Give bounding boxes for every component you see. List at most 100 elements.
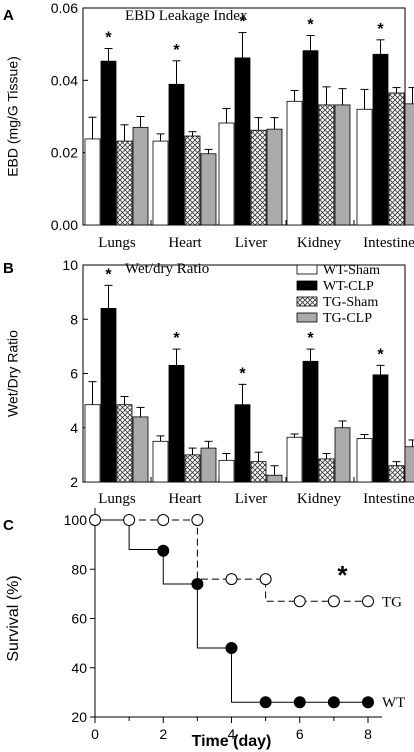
marker-tg [362, 595, 374, 608]
bar-wt-sham [356, 108, 373, 226]
category-label: Lungs [98, 235, 136, 251]
series-label-wt: WT [382, 695, 405, 711]
marker-tg [259, 573, 272, 586]
significance-star: * [173, 330, 180, 347]
y-tick-label: 0.02 [51, 145, 78, 161]
bar-tg-clp [404, 446, 414, 483]
y-tick-label: 10 [62, 257, 78, 273]
bar-wt-clp [168, 364, 185, 483]
bar-tg-clp [200, 447, 217, 483]
bar-tg-sham [184, 135, 201, 226]
category-label: Lungs [98, 491, 136, 507]
x-tick-label: 6 [296, 726, 304, 742]
marker-tg [327, 595, 340, 608]
category-label: Liver [235, 491, 267, 507]
legend-swatch-wt-sham [296, 264, 318, 275]
legend-label: TG-Sham [323, 295, 378, 310]
bar-tg-clp [266, 128, 283, 226]
bar-tg-clp [334, 104, 351, 226]
bar-wt-sham [84, 404, 101, 483]
x-tick-label: 0 [91, 726, 99, 742]
panel-title: EBD Leakage Index [125, 8, 248, 24]
marker-tg [123, 514, 136, 526]
bar-tg-sham [250, 461, 267, 483]
y-tick-label: 20 [71, 709, 87, 725]
bar-wt-clp [234, 404, 251, 483]
bar-tg-clp [266, 474, 283, 483]
legend-label: WT-Sham [323, 263, 380, 278]
marker-wt [191, 578, 204, 591]
bar-wt-clp [372, 53, 389, 226]
legend-label: TG-CLP [323, 311, 372, 326]
marker-wt [157, 544, 170, 557]
marker-tg [157, 514, 170, 526]
x-tick-label: 4 [228, 726, 236, 742]
marker-tg [225, 573, 238, 586]
significance-star: * [239, 14, 246, 31]
category-label: Liver [235, 235, 267, 251]
category-label: Kidney [297, 235, 342, 251]
significance-star: * [307, 330, 314, 347]
y-tick-label: 0.00 [51, 217, 78, 233]
legend-label: WT-CLP [323, 279, 374, 294]
bar-wt-clp [234, 57, 251, 226]
x-tick-label: 2 [159, 726, 167, 742]
marker-tg [89, 514, 101, 526]
y-axis-label: Survival (%) [5, 575, 22, 661]
y-tick-label: 100 [64, 512, 88, 528]
bar-wt-sham [286, 436, 303, 483]
marker-wt [327, 696, 340, 709]
y-tick-label: 60 [71, 611, 87, 627]
bar-tg-clp [404, 103, 414, 226]
y-tick-label: 0.04 [51, 72, 78, 88]
bar-tg-clp [132, 126, 149, 226]
bar-wt-clp [100, 60, 117, 226]
category-label: Kidney [297, 491, 342, 507]
bar-tg-sham [116, 140, 133, 226]
marker-tg [293, 595, 306, 608]
x-axis-label: Time (day) [192, 733, 272, 750]
bar-tg-sham [116, 404, 133, 483]
bar-wt-clp [168, 83, 185, 226]
category-label: Heart [168, 235, 202, 251]
bar-wt-sham [356, 438, 373, 483]
bar-tg-sham [184, 454, 201, 483]
panel-letter: C [3, 517, 14, 534]
significance-star: * [337, 560, 348, 590]
bar-tg-sham [250, 129, 267, 226]
y-tick-label: 40 [71, 660, 87, 676]
significance-star: * [105, 30, 112, 47]
bar-tg-clp [200, 153, 217, 226]
panel-letter: A [3, 7, 14, 24]
y-tick-label: 6 [70, 366, 78, 382]
bar-tg-clp [334, 427, 351, 483]
survival-line-tg [95, 519, 368, 602]
legend-swatch-tg-sham [296, 296, 318, 307]
panel-title: Wet/dry Ratio [125, 261, 209, 277]
y-tick-label: 80 [71, 561, 87, 577]
marker-wt [259, 696, 272, 709]
bar-wt-sham [84, 138, 101, 226]
y-axis-label: EBD (mg/G Tissue) [5, 56, 21, 177]
y-tick-label: 8 [70, 311, 78, 327]
survival-line-wt [95, 519, 368, 703]
marker-wt [225, 642, 238, 655]
bar-tg-clp [132, 416, 149, 483]
marker-tg [191, 514, 204, 526]
significance-star: * [307, 16, 314, 33]
bar-wt-clp [302, 50, 319, 226]
legend-swatch-tg-clp [296, 312, 318, 323]
significance-star: * [173, 42, 180, 59]
bar-wt-clp [100, 307, 117, 483]
bar-wt-sham [152, 140, 169, 226]
category-label: Intestine [363, 491, 414, 507]
bar-tg-sham [388, 465, 405, 483]
panel-letter: B [3, 260, 14, 277]
y-axis-label: Wet/Dry Ratio [5, 330, 21, 417]
bar-wt-clp [372, 374, 389, 483]
bar-tg-sham [388, 92, 405, 226]
bar-wt-sham [152, 440, 169, 483]
marker-wt [293, 696, 306, 709]
y-tick-label: 4 [70, 420, 78, 436]
